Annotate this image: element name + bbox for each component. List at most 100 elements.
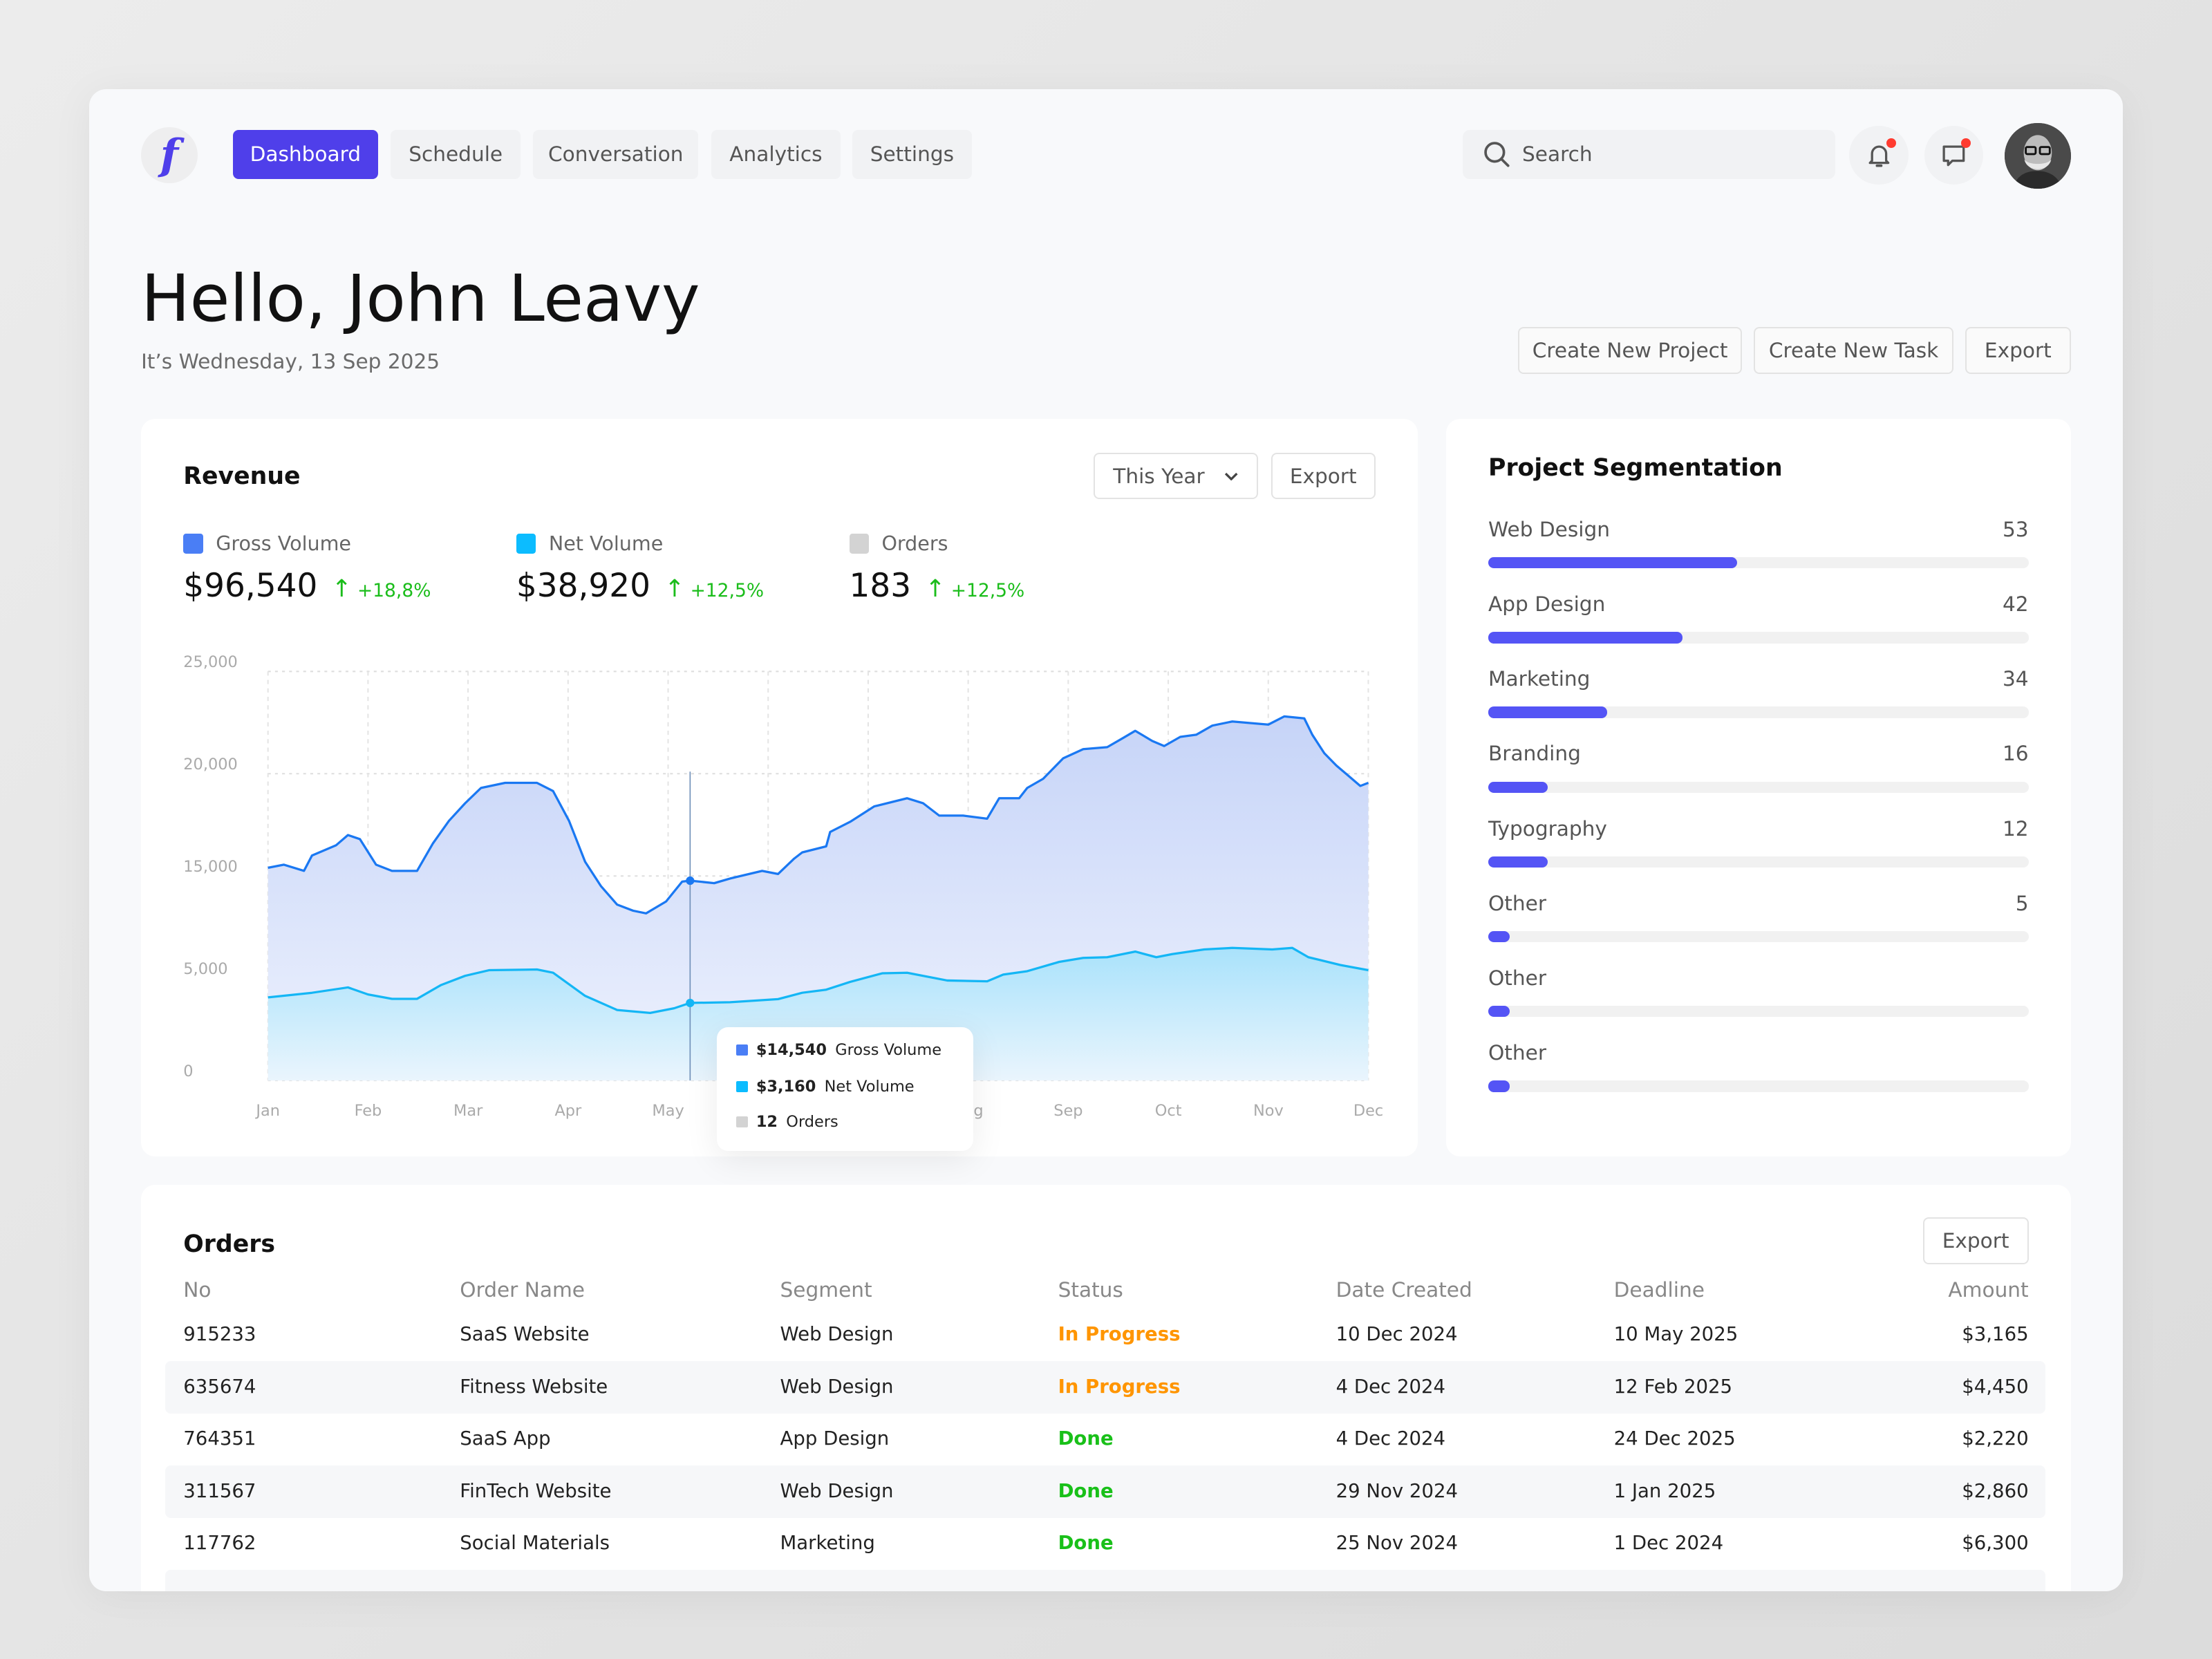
tab-schedule[interactable]: Schedule: [391, 129, 521, 180]
arrow-up-icon: ↑: [664, 574, 685, 603]
period-dropdown[interactable]: This Year: [1093, 453, 1259, 500]
column-header[interactable]: Amount: [1948, 1277, 2029, 1302]
revenue-export-button[interactable]: Export: [1271, 453, 1376, 500]
segment-progress-fill: [1488, 930, 1510, 943]
metric-net: Net Volume $38,920 ↑ +12,5%: [516, 532, 764, 605]
column-header[interactable]: No: [183, 1277, 212, 1302]
segment-count: 16: [2002, 742, 2029, 766]
tab-dashboard[interactable]: Dashboard: [232, 129, 378, 180]
orders-card: Orders Export No Order Name Segment Status D…: [141, 1185, 2071, 1591]
table-cell: 4 Dec 2024: [1335, 1375, 1446, 1398]
orders-change: ↑ +12,5%: [926, 575, 1025, 603]
tab-conversation[interactable]: Conversation: [533, 129, 699, 180]
messages-button[interactable]: [1924, 125, 1984, 185]
create-task-button[interactable]: Create New Task: [1753, 327, 1954, 374]
gross-hover-point: [686, 877, 695, 885]
segment-progress-fill: [1488, 1006, 1510, 1018]
notifications-button[interactable]: [1849, 125, 1909, 185]
y-axis-label: 15,000: [183, 857, 238, 876]
column-header[interactable]: Date Created: [1335, 1277, 1472, 1302]
tooltip-orders-label: Orders: [786, 1113, 838, 1132]
table-cell: 1 Jan 2025: [1613, 1479, 1716, 1502]
table-cell: Fitness Website: [460, 1375, 608, 1398]
search-icon: [1484, 142, 1510, 167]
table-cell: 4 Dec 2024: [1335, 1427, 1446, 1450]
segment-progress-fill: [1488, 557, 1737, 569]
table-row[interactable]: 635674 Fitness Website Web Design In Progre…: [165, 1361, 2046, 1414]
table-cell: SaaS Website: [460, 1323, 590, 1346]
table-cell: FinTech Website: [460, 1479, 612, 1502]
avatar-photo: [2004, 122, 2071, 189]
table-cell: 1 Dec 2024: [1613, 1532, 1724, 1555]
column-header[interactable]: Order Name: [460, 1277, 585, 1302]
column-header[interactable]: Status: [1058, 1277, 1123, 1302]
message-badge: [1960, 138, 1971, 149]
table-row[interactable]: [165, 1570, 2046, 1591]
tab-analytics[interactable]: Analytics: [711, 129, 841, 180]
table-row[interactable]: 117762 Social Materials Marketing Done 25 No…: [165, 1518, 2045, 1571]
table-cell: 117762: [183, 1532, 256, 1555]
user-avatar[interactable]: [2004, 122, 2071, 189]
net-legend-swatch: [516, 534, 536, 554]
table-cell: $6,300: [1962, 1532, 2029, 1555]
segment-count: 53: [2002, 517, 2029, 541]
app-logo[interactable]: f: [141, 126, 198, 184]
segmentation-card: Project Segmentation Web Design 53 App Des…: [1445, 419, 2071, 1157]
net-swatch: [736, 1081, 748, 1093]
arrow-up-icon: ↑: [925, 574, 946, 603]
tooltip-orders-value: 12: [756, 1113, 778, 1132]
gross-legend-swatch: [183, 534, 203, 554]
table-row[interactable]: 311567 FinTech Website Web Design Done 29 No…: [165, 1465, 2046, 1518]
gross-change: ↑ +18,8%: [332, 575, 431, 603]
net-change: ↑ +12,5%: [664, 575, 764, 603]
tooltip-net: $3,160 Net Volume: [736, 1078, 915, 1096]
y-axis-label: 25,000: [183, 653, 238, 671]
orders-export-button[interactable]: Export: [1922, 1217, 2029, 1264]
net-change-value: +12,5%: [690, 579, 765, 601]
tab-settings[interactable]: Settings: [852, 129, 973, 180]
net-hover-point: [686, 998, 695, 1008]
export-button[interactable]: Export: [1965, 327, 2071, 374]
revenue-chart[interactable]: [141, 419, 1418, 1156]
tooltip-net-label: Net Volume: [824, 1078, 915, 1096]
table-cell: $2,220: [1962, 1427, 2029, 1450]
column-header[interactable]: Deadline: [1613, 1277, 1705, 1302]
segment-progress-track: [1488, 632, 2029, 644]
table-cell: App Design: [780, 1427, 890, 1450]
segment-label: Web Design: [1488, 517, 1611, 541]
segment-count: 42: [2002, 592, 2029, 617]
table-cell: 311567: [183, 1479, 256, 1502]
segment-label: App Design: [1488, 592, 1606, 617]
table-row[interactable]: 915233 SaaS Website Web Design In Progress 1…: [165, 1309, 2045, 1362]
gross-value: $96,540: [183, 566, 318, 605]
table-cell: $4,450: [1962, 1375, 2029, 1398]
y-axis-label: 5,000: [183, 959, 228, 978]
tooltip-orders: 12 Orders: [736, 1113, 838, 1131]
x-axis-label: Jan: [256, 1101, 281, 1120]
table-row[interactable]: 764351 SaaS App App Design Done 4 Dec 2024 24…: [165, 1414, 2045, 1466]
table-cell: 764351: [183, 1427, 256, 1450]
segment-count: 5: [2015, 891, 2029, 915]
gross-value-row: $96,540 ↑ +18,8%: [183, 567, 431, 605]
net-label: Net Volume: [548, 532, 664, 556]
segment-progress-fill: [1488, 856, 1548, 868]
app-window: f Dashboard Schedule Conversation Analyt…: [88, 88, 2124, 1591]
x-axis-label: Sep: [1053, 1101, 1083, 1120]
revenue-title: Revenue: [183, 462, 301, 491]
segmentation-title: Project Segmentation: [1488, 454, 1783, 482]
x-axis-label: Nov: [1253, 1101, 1284, 1120]
column-header[interactable]: Segment: [780, 1277, 872, 1302]
net-legend: Net Volume: [516, 532, 764, 555]
net-volume-area: [268, 948, 1369, 1081]
arrow-up-icon: ↑: [331, 574, 352, 603]
gross-label: Gross Volume: [216, 532, 351, 556]
create-project-button[interactable]: Create New Project: [1517, 327, 1743, 374]
table-cell: 24 Dec 2025: [1613, 1427, 1736, 1450]
table-cell: Web Design: [780, 1375, 894, 1398]
page-title: Hello, John Leavy: [141, 261, 700, 337]
status-badge: Done: [1058, 1479, 1114, 1502]
notification-badge: [1886, 138, 1896, 149]
table-cell: 29 Nov 2024: [1335, 1479, 1459, 1502]
search-input[interactable]: Search: [1463, 129, 1836, 180]
segment-label: Marketing: [1488, 667, 1591, 691]
